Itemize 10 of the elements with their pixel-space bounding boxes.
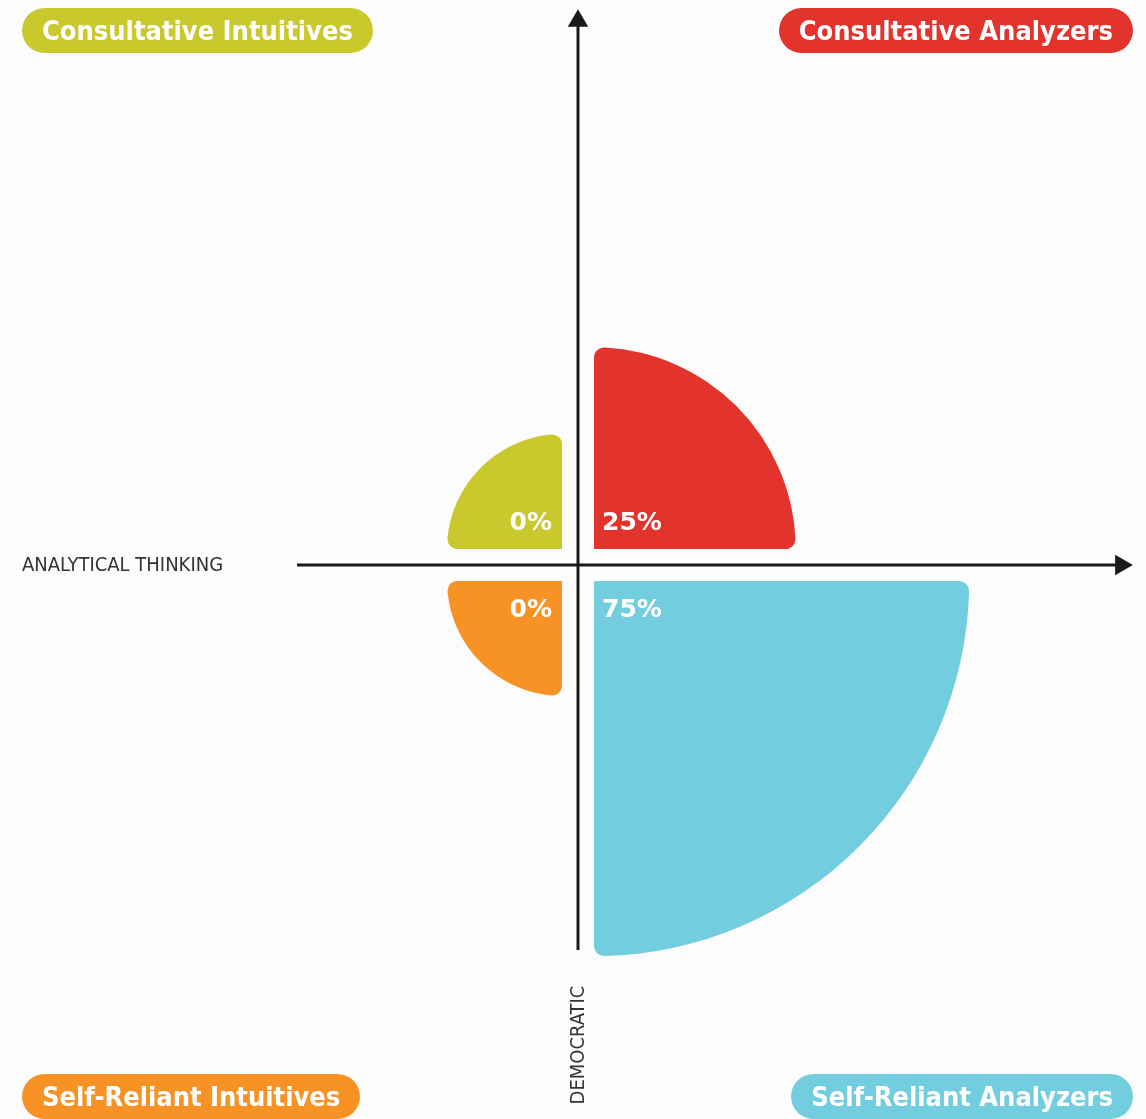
category-label: Consultative Analyzers	[778, 8, 1133, 53]
data-label: 0%	[509, 594, 552, 623]
category-label: Self-Reliant Intuitives	[22, 1074, 361, 1119]
data-label: 25%	[602, 507, 662, 536]
data-label: 75%	[602, 594, 662, 623]
category-label: Self-Reliant Analyzers	[791, 1074, 1133, 1119]
text: DEMOCRATIC	[565, 985, 589, 1105]
category-label: Consultative Intuitives	[22, 8, 373, 53]
data-label: 0%	[509, 507, 552, 536]
text: ANALYTICAL THINKING	[22, 552, 224, 576]
